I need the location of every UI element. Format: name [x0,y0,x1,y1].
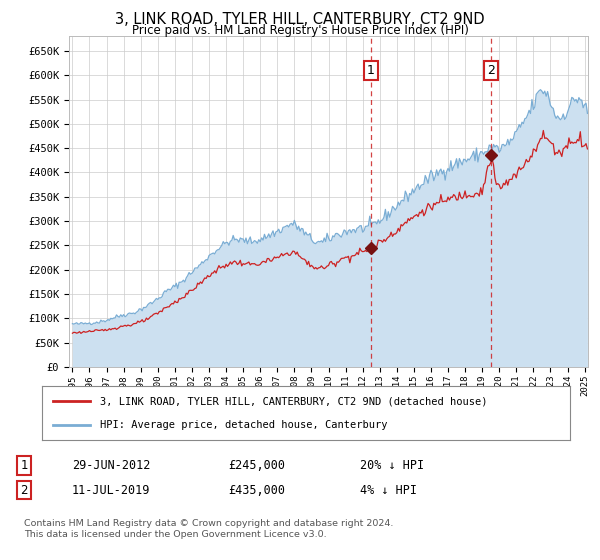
Text: Price paid vs. HM Land Registry's House Price Index (HPI): Price paid vs. HM Land Registry's House … [131,24,469,36]
Text: HPI: Average price, detached house, Canterbury: HPI: Average price, detached house, Cant… [100,419,388,430]
Text: 1: 1 [20,459,28,473]
Text: Contains HM Land Registry data © Crown copyright and database right 2024.
This d: Contains HM Land Registry data © Crown c… [24,520,394,539]
Text: 20% ↓ HPI: 20% ↓ HPI [360,459,424,473]
Text: 1: 1 [367,64,375,77]
Text: £435,000: £435,000 [228,483,285,497]
Text: 2: 2 [487,64,495,77]
Text: 4% ↓ HPI: 4% ↓ HPI [360,483,417,497]
Text: 11-JUL-2019: 11-JUL-2019 [72,483,151,497]
Text: £245,000: £245,000 [228,459,285,473]
Text: 3, LINK ROAD, TYLER HILL, CANTERBURY, CT2 9ND (detached house): 3, LINK ROAD, TYLER HILL, CANTERBURY, CT… [100,396,488,407]
Text: 3, LINK ROAD, TYLER HILL, CANTERBURY, CT2 9ND: 3, LINK ROAD, TYLER HILL, CANTERBURY, CT… [115,12,485,27]
Text: 29-JUN-2012: 29-JUN-2012 [72,459,151,473]
Text: 2: 2 [20,483,28,497]
